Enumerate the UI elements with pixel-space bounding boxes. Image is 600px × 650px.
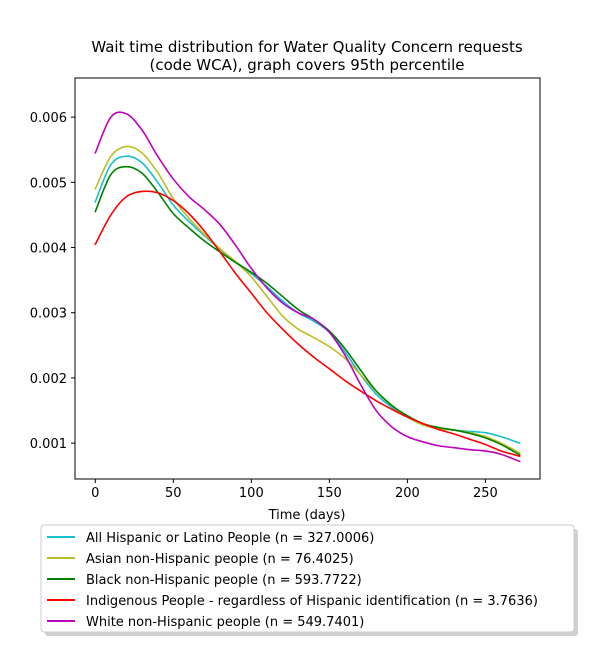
y-tick-label: 0.003 [30, 307, 67, 322]
legend-label: Black non-Hispanic people (n = 593.7722) [86, 573, 362, 588]
legend-label: White non-Hispanic people (n = 549.7401) [86, 615, 364, 630]
series-line [94, 165, 521, 456]
y-tick-label: 0.004 [30, 242, 67, 257]
chart-title-line-2: (code WCA), graph covers 95th percentile [150, 56, 465, 74]
series-line [94, 111, 521, 463]
y-tick-label: 0.005 [30, 176, 67, 191]
x-tick-label: 150 [317, 486, 342, 501]
legend: All Hispanic or Latino People (n = 327.0… [40, 524, 578, 636]
legend-label: Asian non-Hispanic people (n = 76.4025) [86, 552, 354, 567]
series-line [94, 190, 521, 457]
legend-label: All Hispanic or Latino People (n = 327.0… [86, 531, 374, 546]
y-tick-label: 0.002 [30, 372, 67, 387]
x-tick-label: 100 [239, 486, 264, 501]
plot-area [74, 77, 541, 480]
chart-title-line-1: Wait time distribution for Water Quality… [91, 38, 522, 56]
x-axis: 0 50 100 150 200 250 [91, 479, 498, 501]
legend-box [40, 524, 575, 633]
y-axis: 0.001 0.002 0.003 0.004 0.005 0.006 [30, 111, 75, 452]
series-line [94, 155, 521, 444]
x-tick-label: 250 [473, 486, 498, 501]
x-tick-label: 0 [91, 486, 99, 501]
x-tick-label: 50 [165, 486, 182, 501]
x-tick-label: 200 [395, 486, 420, 501]
y-tick-label: 0.001 [30, 437, 67, 452]
legend-label: Indigenous People - regardless of Hispan… [86, 594, 538, 609]
x-axis-label: Time (days) [268, 508, 346, 523]
legend-entries: All Hispanic or Latino People (n = 327.0… [47, 531, 538, 630]
y-tick-label: 0.006 [30, 111, 67, 126]
series-group [94, 111, 521, 463]
